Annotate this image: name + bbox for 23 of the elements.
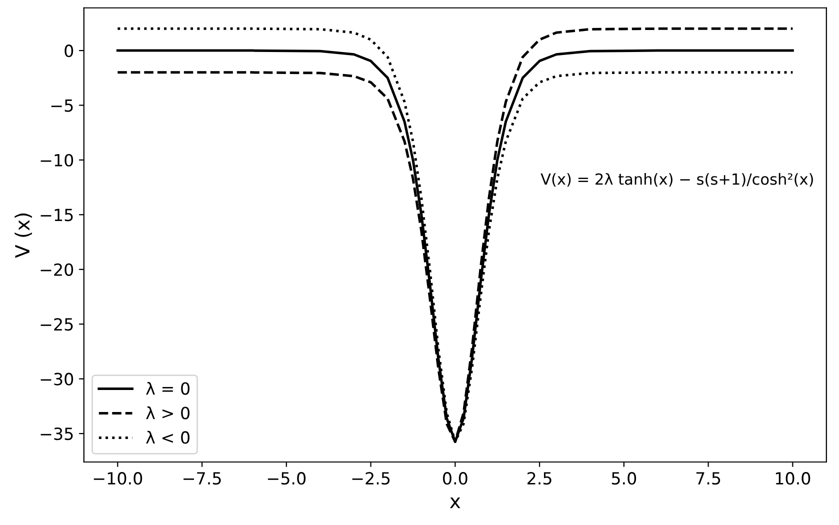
legend-label: λ = 0	[146, 382, 190, 395]
y-tick-label: −15	[40, 208, 73, 222]
x-tick-label: 7.5	[696, 472, 720, 485]
y-tick-label: −10	[40, 154, 74, 167]
x-tick-label: 0.0	[443, 472, 468, 485]
annotation: V(x) = 2λ tanh(x) − s(s+1)/cosh²(x)	[540, 173, 813, 187]
y-tick-label: −20	[40, 263, 74, 276]
y-tick-label: −30	[40, 372, 74, 386]
x-tick-label: −5.0	[268, 472, 306, 485]
y-tick-label: −5	[51, 99, 73, 112]
y-axis-title: V (x)	[14, 214, 32, 258]
y-tick-label: 0	[64, 44, 74, 58]
y-tick-label: −35	[40, 428, 73, 440]
x-tick-label: 5.0	[612, 472, 636, 485]
legend-label: λ > 0	[146, 406, 190, 420]
x-tick-label: 10.0	[776, 472, 810, 485]
x-tick-label: −7.5	[184, 472, 221, 485]
legend-label: λ < 0	[146, 430, 190, 444]
y-tick-label: −25	[40, 318, 73, 331]
x-tick-label: −2.5	[352, 472, 390, 485]
x-axis-title: x	[450, 498, 460, 508]
x-tick-label: 2.5	[528, 472, 552, 485]
x-tick-label: −10.0	[94, 472, 142, 485]
